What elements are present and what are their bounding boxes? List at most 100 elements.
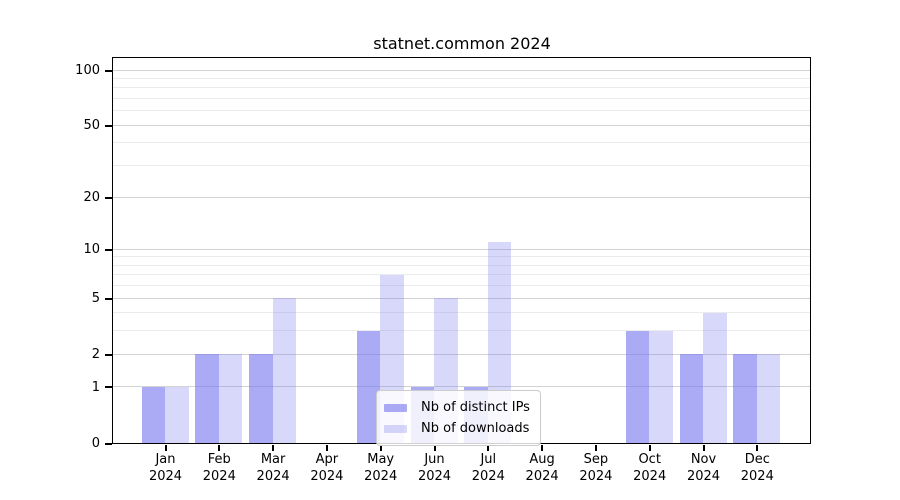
x-tick-label: Jul 2024 [454,451,522,485]
x-tick [218,445,221,451]
x-tick [272,445,275,451]
gridline-minor [113,312,810,314]
legend-label-downloads: Nb of downloads [421,421,530,436]
x-tick-label: Oct 2024 [616,451,684,485]
y-tick-label: 20 [83,190,100,205]
legend-swatch-downloads [384,424,407,433]
x-tick-year: 2024 [579,469,613,484]
x-tick-year: 2024 [740,469,774,484]
legend-item-downloads: Nb of downloads [384,418,540,439]
bar-distinct-ips-mar [249,354,273,443]
gridline-minor [113,78,810,80]
x-tick-label: Feb 2024 [185,451,253,485]
x-tick [379,445,382,451]
bar-distinct-ips-nov [679,354,703,443]
gridline-major [113,297,810,299]
x-tick-year: 2024 [202,469,236,484]
x-tick-label: Jan 2024 [132,451,200,485]
x-tick-month: Jan [155,452,176,467]
gridline-minor [113,330,810,332]
bar-downloads-mar [272,298,297,443]
x-tick [433,445,436,451]
x-tick-label: Mar 2024 [239,451,307,485]
gridline-minor [113,87,810,89]
x-tick [756,445,759,451]
bars-layer [113,58,810,443]
gridline-minor [113,274,810,276]
x-tick-month: Feb [207,452,231,467]
x-tick-year: 2024 [633,469,667,484]
x-tick-year: 2024 [525,469,559,484]
y-tick-label: 0 [91,436,100,451]
gridline-minor [113,110,810,112]
legend: Nb of distinct IPs Nb of downloads [376,390,541,446]
bar-distinct-ips-dec [733,354,757,443]
x-tick-label: Apr 2024 [293,451,361,485]
bar-distinct-ips-feb [195,354,219,443]
plot-area: Nb of distinct IPs Nb of downloads [112,57,811,446]
x-tick [648,445,651,451]
bar-distinct-ips-oct [625,331,650,443]
y-tick-label: 100 [75,63,100,79]
gridline-minor [113,256,810,258]
gridline-major [113,353,810,355]
x-tick-year: 2024 [686,469,721,484]
x-tick [702,445,705,451]
y-tick [105,386,112,389]
gridline-minor [113,142,810,144]
x-tick-year: 2024 [417,469,452,484]
y-tick [105,124,112,127]
x-tick-month: Dec [744,452,770,467]
x-tick-label: Aug 2024 [508,451,576,485]
bar-distinct-ips-may [356,331,381,443]
legend-item-distinct-ips: Nb of distinct IPs [384,397,540,418]
x-tick-label: Sep 2024 [562,451,630,485]
x-tick-year: 2024 [471,469,505,484]
y-tick-label: 10 [83,242,100,258]
bar-downloads-feb [218,354,243,443]
x-tick-label: Dec 2024 [723,451,791,485]
legend-label-distinct-ips: Nb of distinct IPs [421,400,530,415]
y-tick-label: 2 [91,347,100,363]
x-tick-month: Nov [690,452,717,467]
legend-swatch-distinct-ips [384,403,407,412]
x-tick-month: Oct [638,452,661,467]
bar-downloads-dec [756,354,781,443]
x-tick-month: Jun [424,452,445,467]
gridline-minor [113,165,810,167]
gridline-major [113,124,810,126]
y-tick-label: 50 [83,118,100,134]
gridline-major [113,69,810,71]
x-tick [164,445,167,451]
gridline-major [113,248,810,250]
x-tick-year: 2024 [148,469,183,484]
bar-downloads-jan [165,387,189,443]
x-tick-month: May [367,452,395,467]
gridline-major [113,196,810,198]
x-tick-month: Aug [529,452,555,467]
gridline-minor [113,264,810,266]
x-tick-year: 2024 [364,469,398,484]
grid-layer [113,58,810,443]
x-tick-month: Mar [260,452,286,467]
chart-title: statnet.common 2024 [373,34,551,53]
y-tick [105,297,112,300]
x-tick-month: Jul [480,452,497,467]
x-tick-month: Apr [315,452,339,467]
gridline-minor [113,285,810,287]
gridline-minor [113,98,810,100]
x-tick [325,445,328,451]
x-tick-label: Jun 2024 [401,451,469,485]
x-tick-month: Sep [583,452,609,467]
x-tick-label: May 2024 [347,451,415,485]
y-tick [105,69,112,72]
gridline-major [113,386,810,388]
y-tick-label: 1 [91,379,100,395]
y-tick-label: 5 [91,291,100,307]
x-tick [541,445,544,451]
x-tick-year: 2024 [310,469,344,484]
y-tick [105,196,112,199]
y-tick [105,353,112,356]
bar-downloads-oct [649,331,673,443]
